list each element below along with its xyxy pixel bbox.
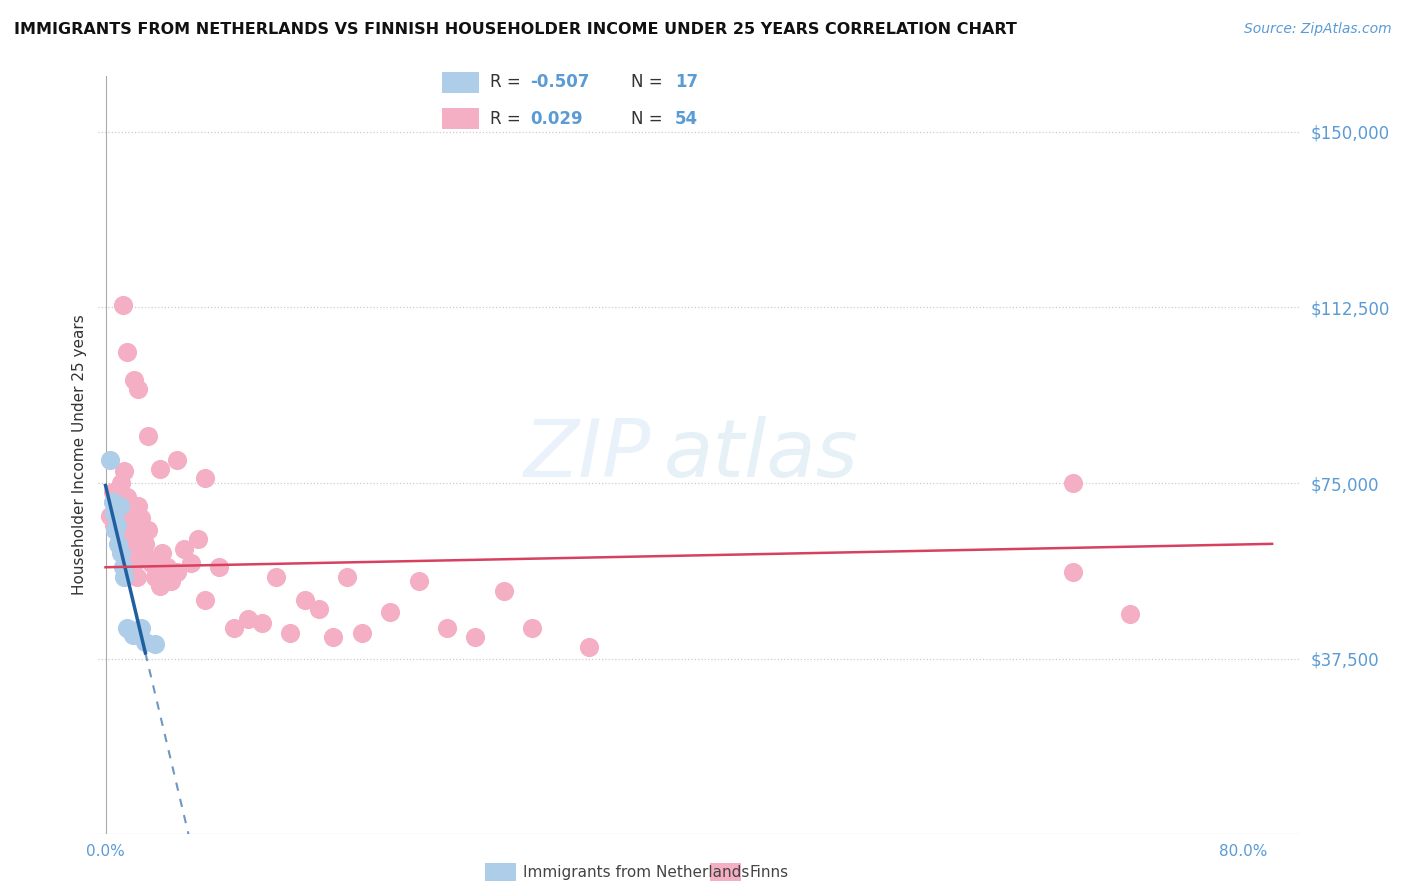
Text: Source: ZipAtlas.com: Source: ZipAtlas.com (1244, 22, 1392, 37)
Point (98, 508, 121, 523)
Text: N =: N = (631, 73, 668, 91)
Text: R =: R = (489, 73, 526, 91)
Point (464, 631, 486, 645)
Bar (443, 71, 479, 93)
Text: ZIP: ZIP (524, 416, 651, 494)
Point (114, 508, 136, 523)
Point (125, 625, 148, 640)
Text: Finns: Finns (749, 865, 789, 880)
Point (112, 569, 135, 583)
Point (378, 605, 401, 619)
Point (98, 452, 121, 467)
Text: 54: 54 (675, 110, 699, 128)
Point (1062, 565, 1084, 579)
Point (120, 546, 142, 560)
Text: R =: R = (489, 110, 531, 128)
Point (104, 523, 127, 537)
Point (118, 523, 141, 537)
Point (103, 507, 125, 521)
Point (143, 637, 166, 651)
Point (121, 628, 143, 642)
Point (108, 513, 131, 527)
Point (350, 625, 373, 640)
Point (101, 485, 124, 500)
Point (136, 429, 159, 443)
Point (136, 523, 159, 537)
Point (122, 556, 145, 570)
Point (105, 518, 128, 533)
Point (115, 621, 138, 635)
Point (115, 345, 138, 359)
Point (166, 565, 188, 579)
Point (336, 569, 359, 583)
Point (107, 523, 129, 537)
Point (110, 546, 132, 560)
Point (322, 631, 344, 645)
Point (308, 602, 330, 616)
Point (105, 497, 128, 511)
Point (111, 546, 134, 560)
Point (149, 462, 172, 476)
Point (101, 494, 124, 508)
Point (166, 452, 188, 467)
Point (194, 593, 217, 607)
Point (222, 621, 245, 635)
Point (129, 621, 152, 635)
Point (132, 546, 155, 560)
Point (264, 569, 287, 583)
Point (156, 560, 179, 574)
Point (160, 574, 183, 589)
Point (149, 579, 172, 593)
Point (125, 569, 148, 583)
Point (107, 537, 129, 551)
Text: Immigrants from Netherlands: Immigrants from Netherlands (523, 865, 749, 880)
Point (578, 640, 600, 654)
Point (1062, 475, 1084, 490)
Point (110, 475, 132, 490)
Point (111, 298, 134, 312)
Point (115, 490, 138, 504)
Point (1119, 607, 1142, 621)
Point (129, 511, 152, 525)
Point (118, 624, 141, 638)
Point (121, 532, 143, 546)
Point (103, 518, 125, 533)
Point (208, 560, 231, 574)
Point (124, 539, 146, 553)
Point (187, 532, 209, 546)
Point (127, 500, 149, 514)
Point (127, 383, 149, 397)
Text: IMMIGRANTS FROM NETHERLANDS VS FINNISH HOUSEHOLDER INCOME UNDER 25 YEARS CORRELA: IMMIGRANTS FROM NETHERLANDS VS FINNISH H… (14, 22, 1017, 37)
Point (117, 527, 139, 541)
Point (408, 574, 430, 589)
Point (134, 635, 156, 649)
Y-axis label: Householder Income Under 25 years: Householder Income Under 25 years (72, 315, 87, 595)
Point (173, 541, 195, 556)
Point (139, 556, 162, 570)
Text: 17: 17 (675, 73, 699, 91)
Point (122, 373, 145, 387)
Point (280, 625, 302, 640)
Point (250, 616, 273, 631)
Point (522, 621, 544, 635)
Text: 0.029: 0.029 (530, 110, 582, 128)
Text: atlas: atlas (664, 416, 858, 494)
Point (194, 471, 217, 485)
Point (236, 612, 259, 626)
Bar (443, 108, 479, 129)
Point (294, 593, 316, 607)
Point (152, 546, 174, 560)
Text: N =: N = (631, 110, 668, 128)
Point (492, 583, 515, 598)
Point (436, 621, 458, 635)
Point (111, 560, 134, 574)
Point (180, 556, 202, 570)
Point (134, 537, 156, 551)
Point (108, 500, 131, 514)
Point (143, 569, 166, 583)
Point (112, 464, 135, 478)
Text: -0.507: -0.507 (530, 73, 589, 91)
